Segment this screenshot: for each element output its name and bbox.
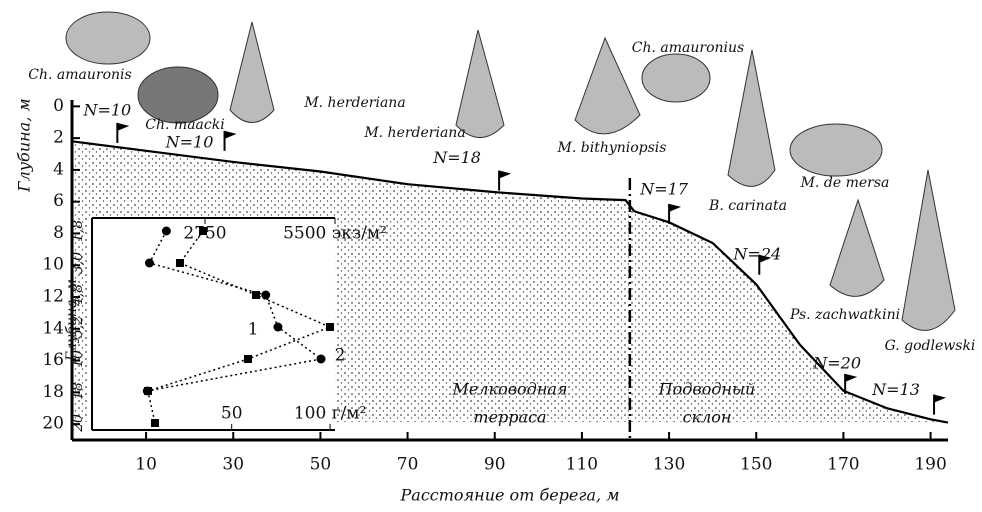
y-tick-label: 4 bbox=[53, 159, 64, 179]
inset-category-label: 18 bbox=[70, 382, 86, 400]
series-name: 2 bbox=[335, 346, 346, 366]
y-tick-label: 18 bbox=[42, 382, 64, 402]
series-name: 1 bbox=[248, 320, 259, 340]
station-label: N=10 bbox=[82, 100, 131, 119]
zone-label: склон bbox=[683, 408, 732, 427]
inset-y-title: Глубина, м bbox=[64, 279, 80, 362]
flag bbox=[845, 374, 857, 382]
inset-circle-marker bbox=[162, 227, 171, 236]
inset-circle-marker bbox=[317, 355, 326, 364]
zone-label: Подводный bbox=[658, 380, 756, 399]
flag bbox=[934, 395, 946, 403]
flag bbox=[225, 131, 237, 139]
station-flag bbox=[499, 171, 511, 191]
x-tick-label: 10 bbox=[135, 455, 157, 475]
flag bbox=[669, 204, 681, 212]
y-tick-label: 6 bbox=[53, 191, 64, 211]
station-label: N=10 bbox=[165, 132, 214, 151]
flag bbox=[117, 123, 129, 131]
x-tick-label: 190 bbox=[914, 455, 946, 475]
station-label: N=24 bbox=[732, 244, 781, 263]
y-tick-label: 10 bbox=[42, 255, 64, 275]
species-label: B. carinata bbox=[708, 198, 787, 214]
y-tick-label: 2 bbox=[53, 128, 64, 148]
x-tick-label: 110 bbox=[566, 455, 598, 475]
inset-square-marker bbox=[176, 259, 184, 267]
inset-square-marker bbox=[151, 419, 159, 427]
figure: Глубина, м Расстояние от берега, м 0 2 4 6 8… bbox=[0, 0, 982, 512]
species-label: Ch. amauronius bbox=[632, 40, 744, 56]
inset-background bbox=[88, 218, 335, 430]
species-label: M. bithyniopsis bbox=[557, 140, 667, 156]
species-label: M. herderiana bbox=[363, 125, 465, 141]
inset-square-marker bbox=[326, 323, 334, 331]
x-tick-label: 30 bbox=[222, 455, 244, 475]
zone-label: Мелководная bbox=[452, 380, 568, 399]
flag bbox=[499, 171, 511, 179]
species-label: M. de mersa bbox=[800, 175, 890, 191]
inset-x2-tick-label: 5500 экз/м² bbox=[283, 224, 387, 244]
inset-x-tick-label: 50 bbox=[221, 404, 243, 424]
inset-square-marker bbox=[244, 355, 252, 363]
y-tick-label: 12 bbox=[42, 287, 64, 307]
station-flag bbox=[117, 123, 129, 143]
station-flag bbox=[225, 131, 237, 151]
station-flag bbox=[845, 374, 857, 394]
station-label: N=18 bbox=[432, 148, 481, 167]
inset-category-label: 3,0 bbox=[70, 252, 86, 274]
x-tick-label: 170 bbox=[827, 455, 859, 475]
x-tick-label: 50 bbox=[310, 455, 332, 475]
inset-circle-marker bbox=[261, 291, 270, 300]
y-tick-label: 0 bbox=[53, 96, 64, 116]
y-tick-label: 8 bbox=[53, 223, 64, 243]
inset-square-marker bbox=[199, 227, 207, 235]
y-tick-label: 16 bbox=[42, 350, 64, 370]
inset-circle-marker bbox=[143, 387, 152, 396]
y-tick-label: 14 bbox=[42, 318, 64, 338]
species-label: M. herderiana bbox=[303, 95, 405, 111]
x-tick-label: 70 bbox=[397, 455, 419, 475]
station-label: N=13 bbox=[871, 380, 920, 399]
species-label: Ps. zachwatkini bbox=[789, 307, 900, 323]
inset-circle-marker bbox=[273, 323, 282, 332]
station-label: N=17 bbox=[639, 179, 689, 198]
station-label: N=20 bbox=[812, 353, 861, 372]
species-label: Ch. maacki bbox=[145, 117, 224, 133]
x-tick-label: 130 bbox=[653, 455, 685, 475]
station-flag bbox=[934, 395, 946, 415]
species-label: Ch. amauronis bbox=[28, 67, 131, 83]
inset-x-tick-label: 100 г/м² bbox=[294, 404, 367, 424]
inset-category-label: 1,8 bbox=[70, 220, 86, 242]
y-tick-label: 20 bbox=[42, 414, 64, 434]
zone-label: терраса bbox=[473, 408, 546, 427]
x-axis-title: Расстояние от берега, м bbox=[400, 486, 620, 505]
x-tick-label: 90 bbox=[484, 455, 506, 475]
station-flag bbox=[669, 204, 681, 224]
species-label: G. godlewski bbox=[885, 338, 976, 354]
y-axis-title: Глубина, м bbox=[15, 98, 34, 193]
inset-circle-marker bbox=[145, 259, 154, 268]
inset-category-label: 20 bbox=[70, 414, 86, 433]
x-tick-label: 150 bbox=[740, 455, 772, 475]
